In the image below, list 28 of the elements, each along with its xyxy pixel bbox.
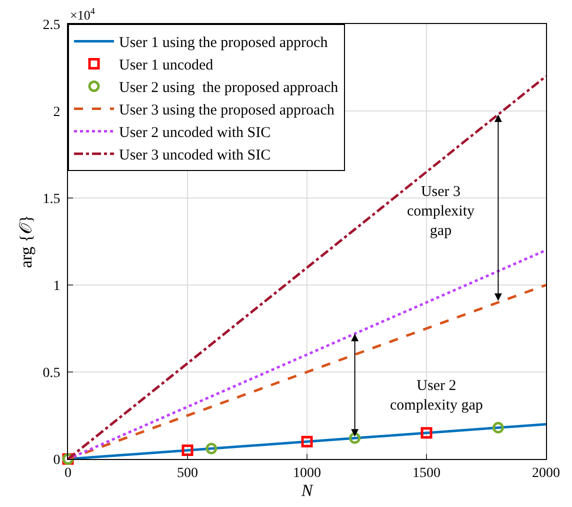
text: ×10$^{4}$	[70, 6, 96, 22]
x-axis-title: N	[300, 480, 314, 500]
legend-label: User 3 using the proposed approach	[119, 102, 335, 119]
x-tick-label: 2000	[532, 466, 560, 481]
legend-label: User 1 using the proposed approch	[119, 35, 328, 52]
y-tick-label: 1	[53, 278, 60, 294]
legend-label: User 1 uncoded	[119, 58, 214, 74]
y-axis-title: arg {𝒪}	[16, 215, 36, 268]
legend-label: User 2 using the proposed approach	[119, 80, 339, 96]
x-tick-label: 0	[64, 466, 72, 481]
point	[492, 422, 504, 434]
legend-label: User 2 uncoded with SIC	[119, 125, 271, 142]
y-tick-label: 1.5	[42, 192, 60, 207]
x-tick-label: 1000	[293, 466, 321, 481]
legend-label: User 3 uncoded with SIC	[119, 148, 271, 164]
point	[301, 436, 313, 448]
point	[182, 444, 194, 456]
x-tick-label: 1500	[412, 466, 440, 481]
point	[206, 442, 218, 454]
point	[420, 427, 432, 439]
y-tick-label: 2.5	[42, 18, 60, 33]
x-tick-label: 500	[177, 466, 198, 481]
annotation: User 2 complexity gap	[390, 378, 483, 414]
y-tick-label: 0.5	[42, 366, 60, 381]
y-tick-label: 2	[53, 104, 60, 120]
y-tick-label: 0	[53, 452, 60, 468]
annotation: User 3 complexity gap	[407, 184, 475, 239]
point	[349, 432, 361, 444]
